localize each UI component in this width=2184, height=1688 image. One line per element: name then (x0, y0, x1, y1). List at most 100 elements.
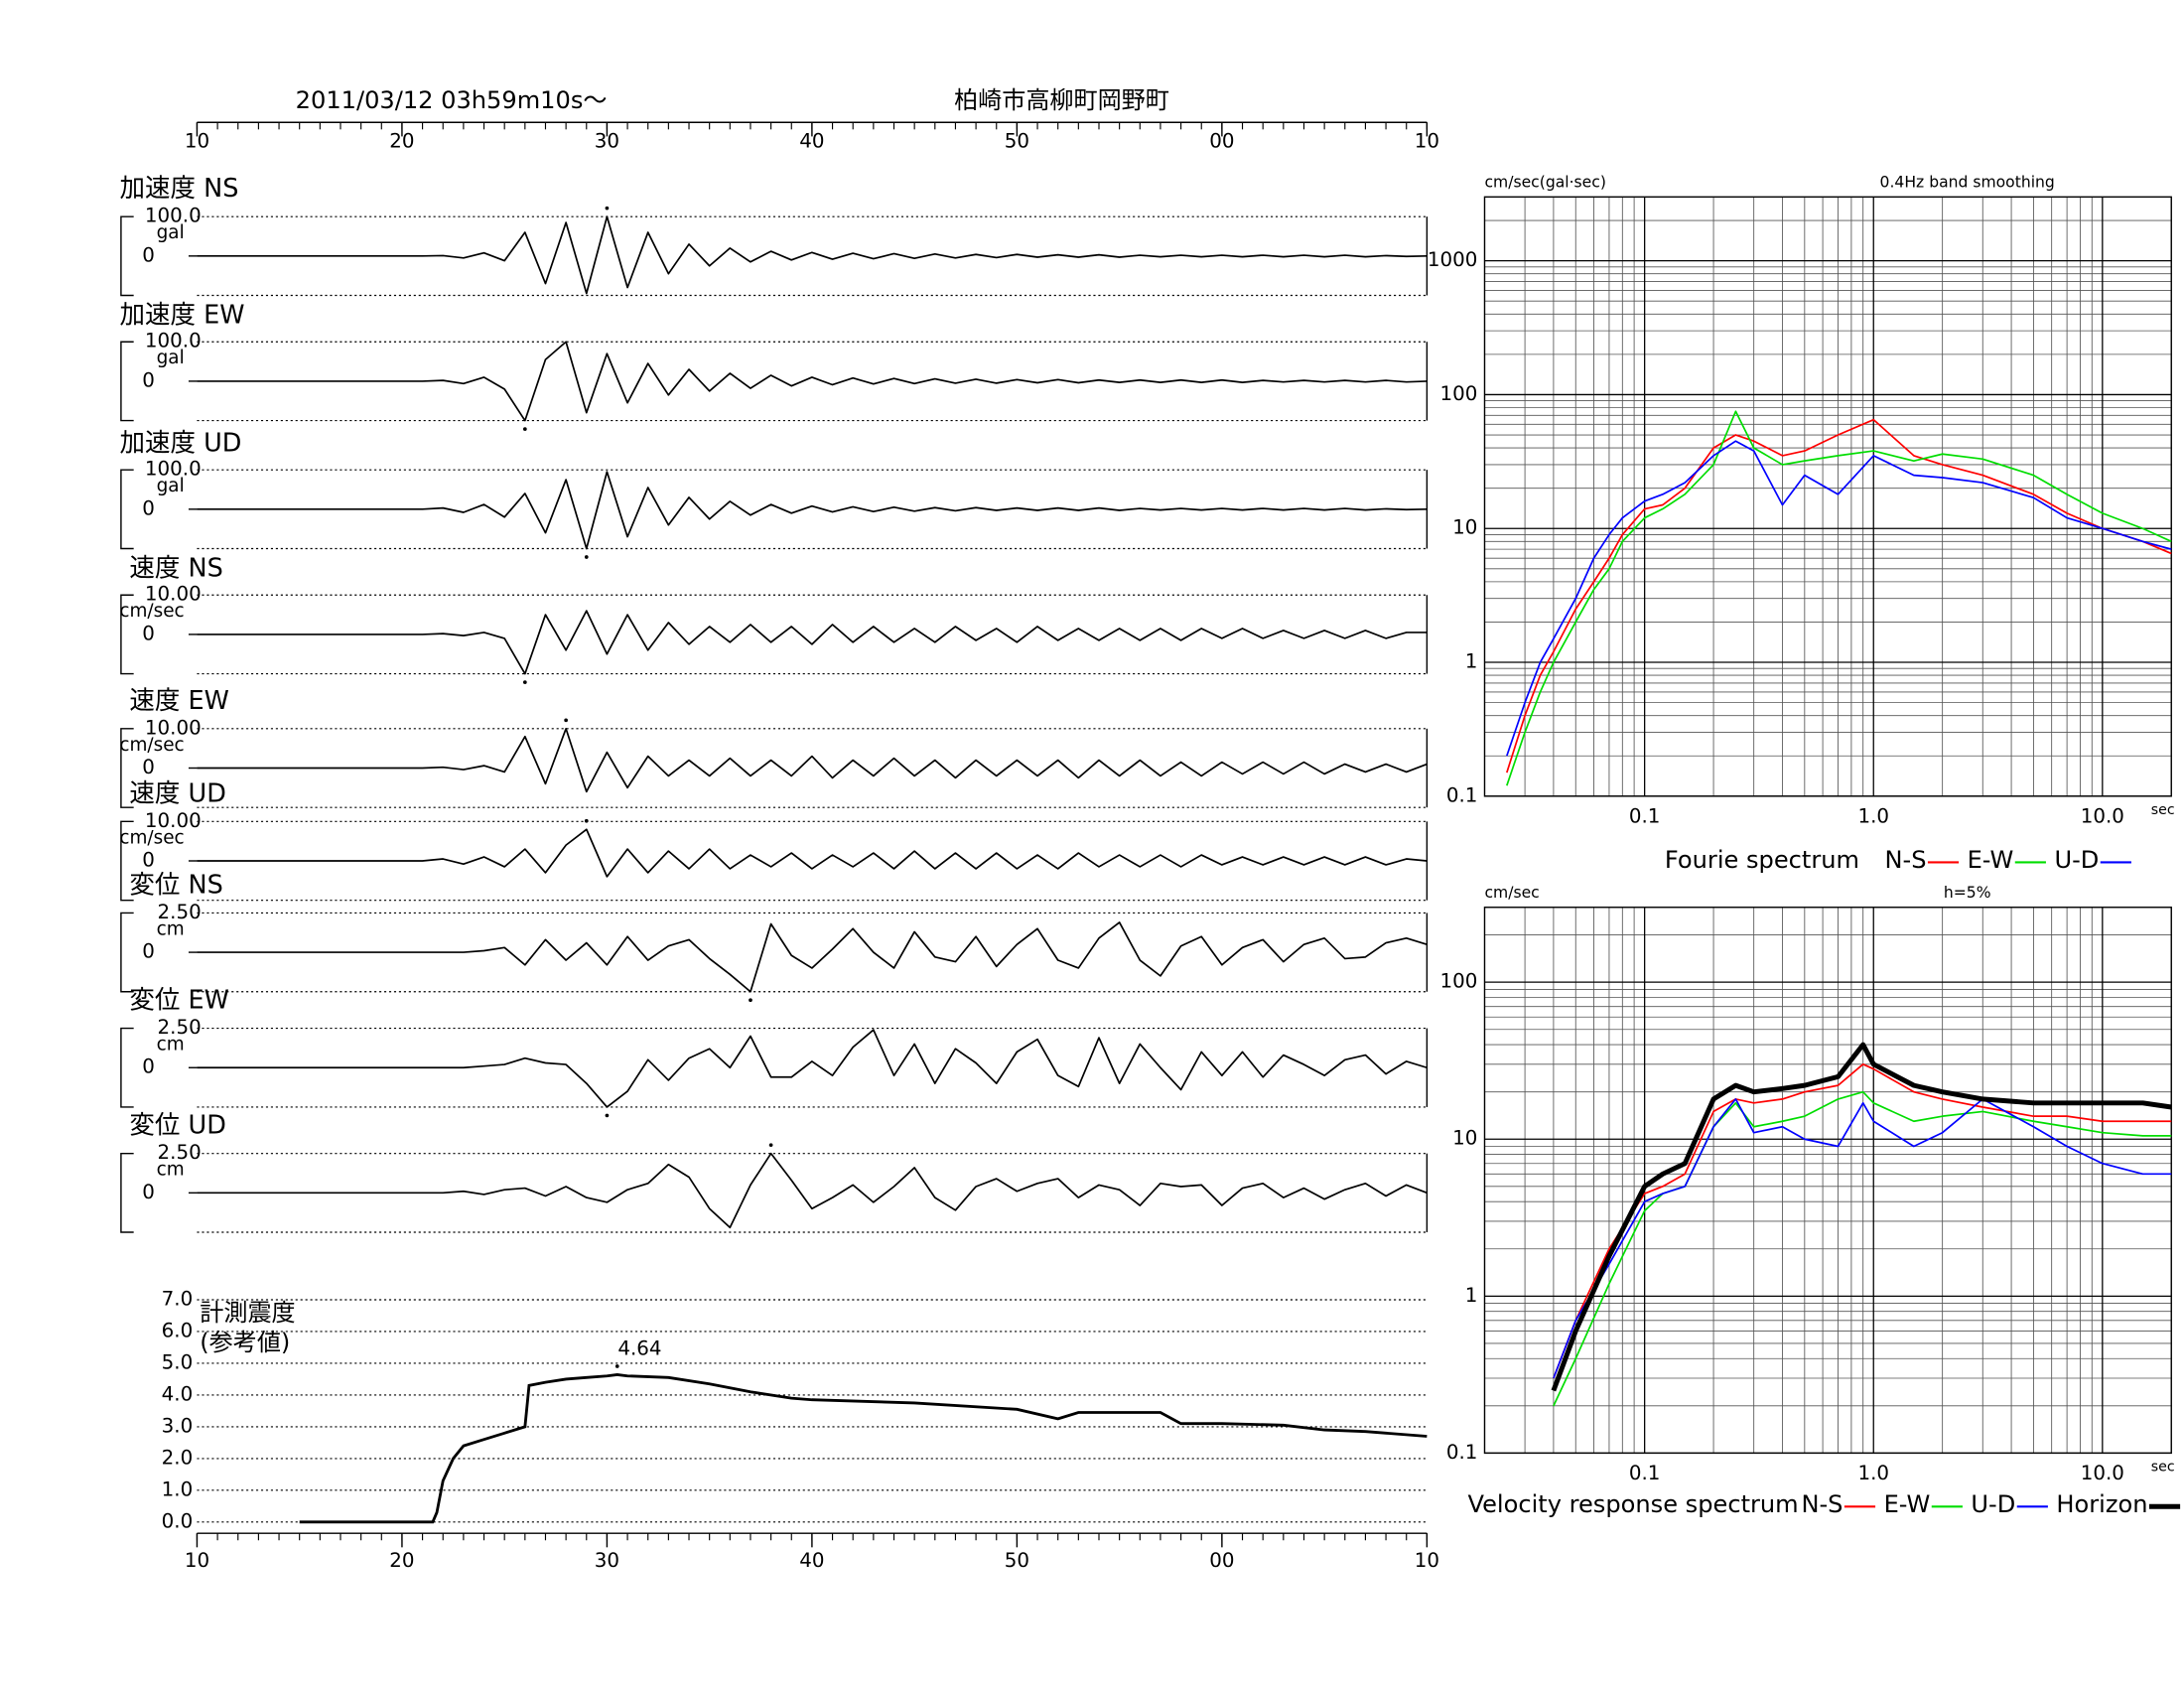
panel-bracket (120, 728, 134, 808)
x-tick-label: 10 (185, 130, 209, 153)
y-tick-label: 10 (1452, 516, 1477, 539)
chart-title: 計測震度 (200, 1299, 295, 1327)
y-axis-unit: cm/sec(gal·sec) (1484, 174, 1605, 192)
y-tick-label: 100.0 (145, 205, 202, 227)
spectrum-line (1506, 440, 2172, 757)
y-tick-label: 10 (1452, 1127, 1477, 1150)
panel-label: 変位 EW (129, 986, 228, 1016)
y-tick-label: 10.00 (145, 809, 202, 832)
x-tick-label: 40 (799, 1549, 824, 1572)
y-tick-label: 2.50 (158, 1016, 202, 1039)
panel-label: 速度 UD (129, 778, 225, 808)
waveform-trace (197, 921, 1428, 993)
waveform-trace (197, 471, 1428, 550)
unit-label: cm/sec (119, 827, 184, 848)
chart-title: 2011/03/12 03h59m10s～ (296, 86, 608, 114)
intensity-line (299, 1373, 1428, 1524)
y-tick-label: 0.0 (162, 1509, 194, 1532)
peak-dot (522, 680, 527, 684)
y-tick-label: 3.0 (162, 1414, 194, 1437)
y-axis-unit: cm/sec (1484, 884, 1539, 902)
peak-dot (768, 1143, 773, 1148)
y-tick-label: 0 (142, 622, 155, 644)
spectrum-line (1553, 1090, 2172, 1407)
panel-bracket (120, 1027, 134, 1108)
spectrum-line (1506, 418, 2172, 774)
y-tick-label: 1 (1465, 1284, 1478, 1307)
x-tick-label: 10.0 (2081, 1462, 2124, 1484)
x-tick-label: 00 (1209, 130, 1234, 153)
panel-label: 速度 EW (129, 686, 228, 716)
y-tick-label: 7.0 (162, 1288, 194, 1311)
x-tick-label: 1.0 (1857, 1462, 1889, 1484)
peak-dot (522, 427, 527, 431)
x-tick-label: 00 (1209, 1549, 1234, 1572)
y-tick-label: 0 (142, 940, 155, 963)
unit-label: gal (157, 476, 185, 496)
y-tick-label: 10.00 (145, 583, 202, 606)
legend-label: N-S (1801, 1490, 1843, 1518)
waveform-trace (197, 727, 1428, 793)
y-tick-label: 100 (1440, 970, 1478, 993)
waveform-trace (197, 828, 1428, 878)
y-tick-label: 0 (142, 1055, 155, 1078)
unit-label: cm (157, 918, 185, 939)
y-tick-label: 5.0 (162, 1350, 194, 1373)
peak-dot (584, 818, 589, 823)
unit-label: cm/sec (119, 735, 184, 756)
peak-dot (749, 998, 752, 1003)
panel-bracket (120, 469, 134, 550)
y-tick-label: 10.00 (145, 716, 202, 739)
waveform-trace (197, 1152, 1428, 1229)
y-tick-label: 100.0 (145, 330, 202, 352)
unit-label: cm/sec (119, 601, 184, 622)
peak-dot (605, 1113, 610, 1118)
x-tick-label: 10 (1415, 1549, 1439, 1572)
y-tick-label: 1.0 (162, 1477, 194, 1500)
panel-bracket (120, 594, 134, 675)
panel-label: 速度 NS (129, 554, 222, 584)
x-tick-label: 30 (595, 130, 619, 153)
x-tick-label: 30 (595, 1549, 619, 1572)
panel-label: 加速度 EW (119, 301, 244, 331)
legend-label: U-D (2054, 846, 2099, 874)
x-tick-label: 10.0 (2081, 805, 2124, 828)
y-tick-label: 0 (142, 368, 155, 391)
y-tick-label: 0.1 (1446, 1441, 1478, 1464)
legend-label: E-W (1968, 846, 2014, 874)
peak-dot (605, 206, 610, 211)
waveform-trace (197, 1029, 1428, 1108)
unit-label: cm (157, 1035, 185, 1055)
panel-bracket (120, 912, 134, 993)
y-tick-label: 0 (142, 1181, 155, 1203)
y-tick-label: 0 (142, 756, 155, 778)
y-tick-label: 1 (1465, 650, 1478, 673)
panel-label: 加速度 NS (119, 174, 238, 204)
panel-label: 変位 NS (129, 871, 222, 901)
y-tick-label: 0 (142, 496, 155, 519)
y-tick-label: 2.50 (158, 1141, 202, 1164)
peak-dot (584, 555, 589, 559)
x-tick-label: 20 (389, 1549, 414, 1572)
unit-label: cm (157, 1160, 185, 1181)
y-tick-label: 6.0 (162, 1319, 194, 1341)
x-tick-label: 0.1 (1629, 1462, 1661, 1484)
y-tick-label: 1000 (1428, 248, 1477, 271)
panel-bracket (120, 215, 134, 297)
spectrum-line (1553, 1062, 2172, 1379)
legend-label: U-D (1971, 1490, 2015, 1518)
spectrum-line (1506, 410, 2172, 786)
x-tick-label: 1.0 (1857, 805, 1889, 828)
smoothing-note: 0.4Hz band smoothing (1880, 174, 2055, 192)
y-tick-label: 100 (1440, 382, 1478, 405)
panel-bracket (120, 1152, 134, 1233)
panel-bracket (120, 820, 134, 902)
waveform-trace (197, 341, 1428, 422)
legend-title: Fourie spectrum (1665, 846, 1859, 874)
legend-title: Velocity response spectrum (1467, 1490, 1798, 1518)
y-tick-label: 0.1 (1446, 783, 1478, 806)
annotation-dot (614, 1364, 619, 1368)
